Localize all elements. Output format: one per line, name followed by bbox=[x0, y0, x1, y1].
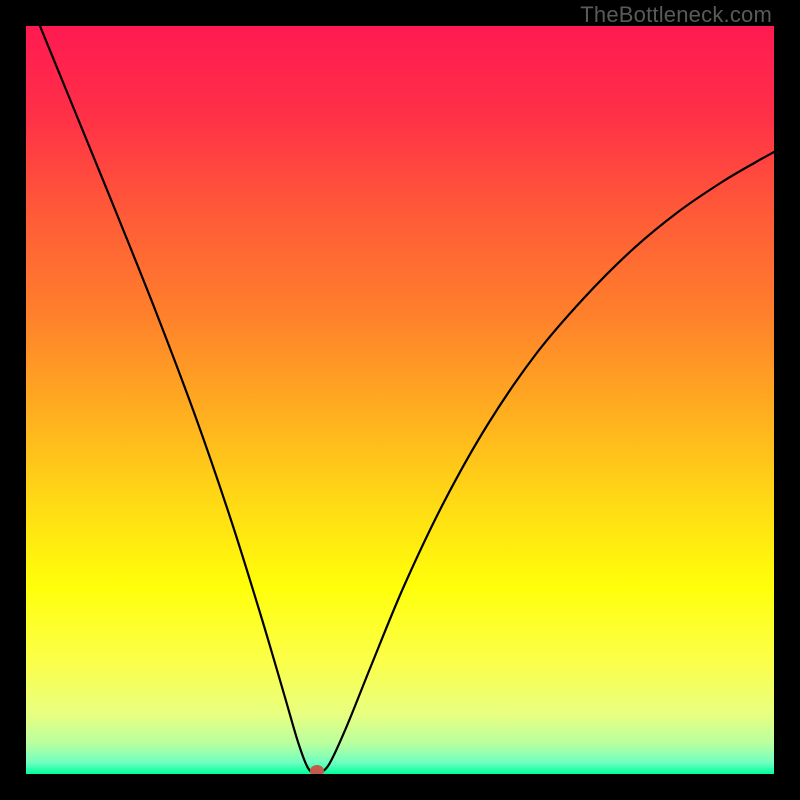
curve-svg bbox=[26, 26, 774, 774]
bottleneck-curve bbox=[40, 26, 774, 772]
plot-area bbox=[26, 26, 774, 774]
watermark-text: TheBottleneck.com bbox=[580, 2, 772, 28]
minimum-marker bbox=[310, 765, 324, 774]
